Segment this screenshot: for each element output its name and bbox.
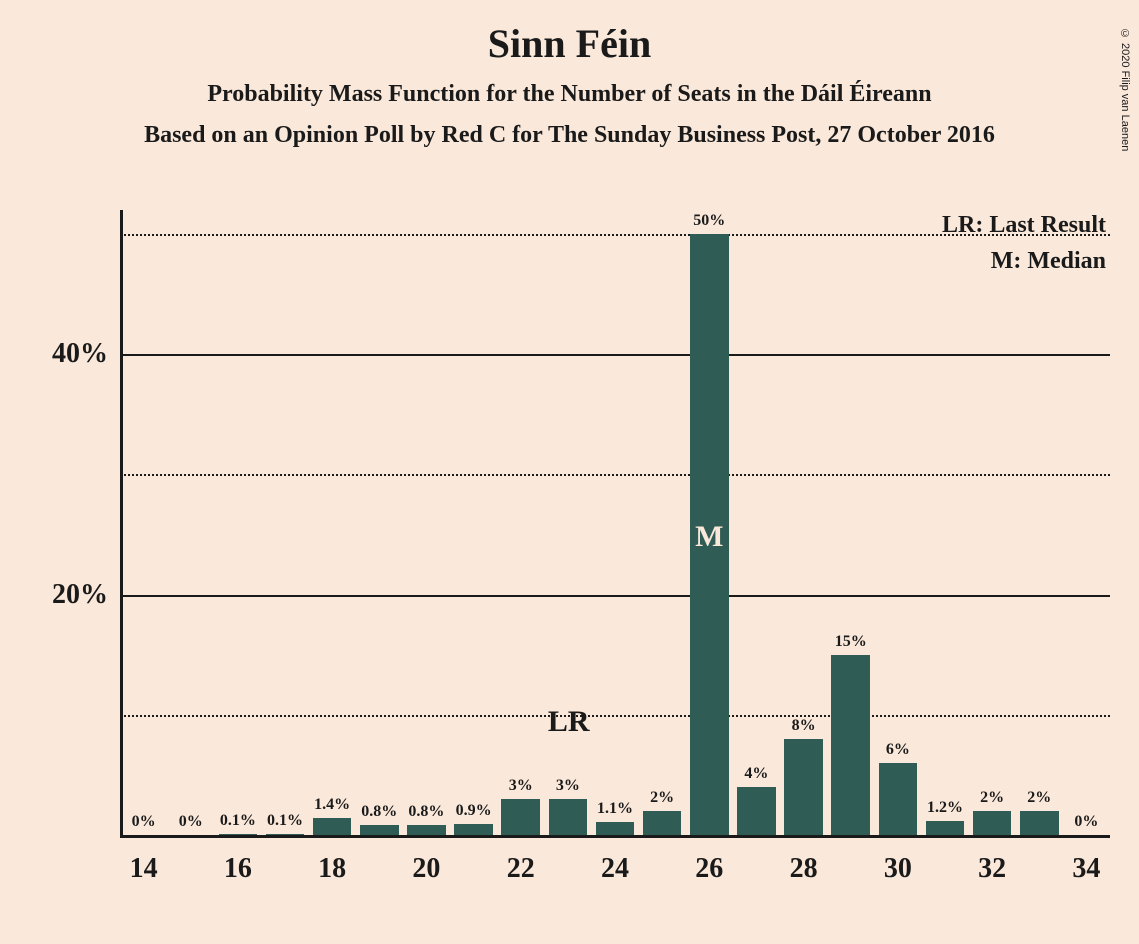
- x-axis-tick-label: 32: [962, 853, 1022, 885]
- gridline-minor: [120, 715, 1110, 717]
- bar-value-label: 8%: [774, 717, 834, 735]
- x-axis-tick-label: 20: [396, 853, 456, 885]
- x-axis-tick-label: 26: [679, 853, 739, 885]
- gridline-major: [120, 354, 1110, 356]
- bar: [313, 818, 352, 835]
- x-axis-tick-label: 16: [208, 853, 268, 885]
- bar: [973, 811, 1012, 835]
- bar: [737, 787, 776, 835]
- bar: [360, 825, 399, 835]
- x-axis-line: [120, 835, 1110, 838]
- bar-value-label: 2%: [632, 789, 692, 807]
- x-axis-tick-label: 22: [491, 853, 551, 885]
- bar-value-label: 15%: [821, 633, 881, 651]
- m-annotation: M: [689, 520, 729, 554]
- bar-value-label: 3%: [538, 777, 598, 795]
- bar: [831, 655, 870, 835]
- x-axis-tick-label: 24: [585, 853, 645, 885]
- bar-value-label: 6%: [868, 741, 928, 759]
- gridline-major: [120, 595, 1110, 597]
- bar-value-label: 4%: [726, 765, 786, 783]
- x-axis-tick-label: 30: [868, 853, 928, 885]
- bar: [643, 811, 682, 835]
- bar: [266, 834, 305, 835]
- copyright-text: © 2020 Filip van Laenen: [1119, 28, 1131, 151]
- bar: [219, 834, 258, 835]
- bar-value-label: 0.9%: [444, 802, 504, 820]
- chart-subtitle-2: Based on an Opinion Poll by Red C for Th…: [0, 122, 1139, 149]
- bar: [926, 821, 965, 835]
- bar: [501, 799, 540, 835]
- x-axis-tick-label: 18: [302, 853, 362, 885]
- chart-title: Sinn Féin: [0, 20, 1139, 67]
- bar-value-label: 0%: [1056, 813, 1116, 831]
- y-axis-line: [120, 210, 123, 835]
- x-axis-tick-label: 14: [114, 853, 174, 885]
- y-axis-tick-label: 20%: [52, 579, 108, 611]
- x-axis-tick-label: 28: [774, 853, 834, 885]
- gridline-minor: [120, 474, 1110, 476]
- bar: [1020, 811, 1059, 835]
- bar: [596, 822, 635, 835]
- bar: [784, 739, 823, 835]
- y-axis-tick-label: 40%: [52, 338, 108, 370]
- bar: [549, 799, 588, 835]
- chart-subtitle-1: Probability Mass Function for the Number…: [0, 81, 1139, 108]
- legend-lr: LR: Last Result: [942, 212, 1106, 239]
- lr-annotation: LR: [548, 705, 590, 739]
- legend-m: M: Median: [991, 248, 1106, 275]
- bar: [879, 763, 918, 835]
- bar: [454, 824, 493, 835]
- bar-value-label: 50%: [679, 212, 739, 230]
- bar-value-label: 0.1%: [255, 812, 315, 830]
- bar: [407, 825, 446, 835]
- x-axis-tick-label: 34: [1056, 853, 1116, 885]
- bar-value-label: 2%: [1009, 789, 1069, 807]
